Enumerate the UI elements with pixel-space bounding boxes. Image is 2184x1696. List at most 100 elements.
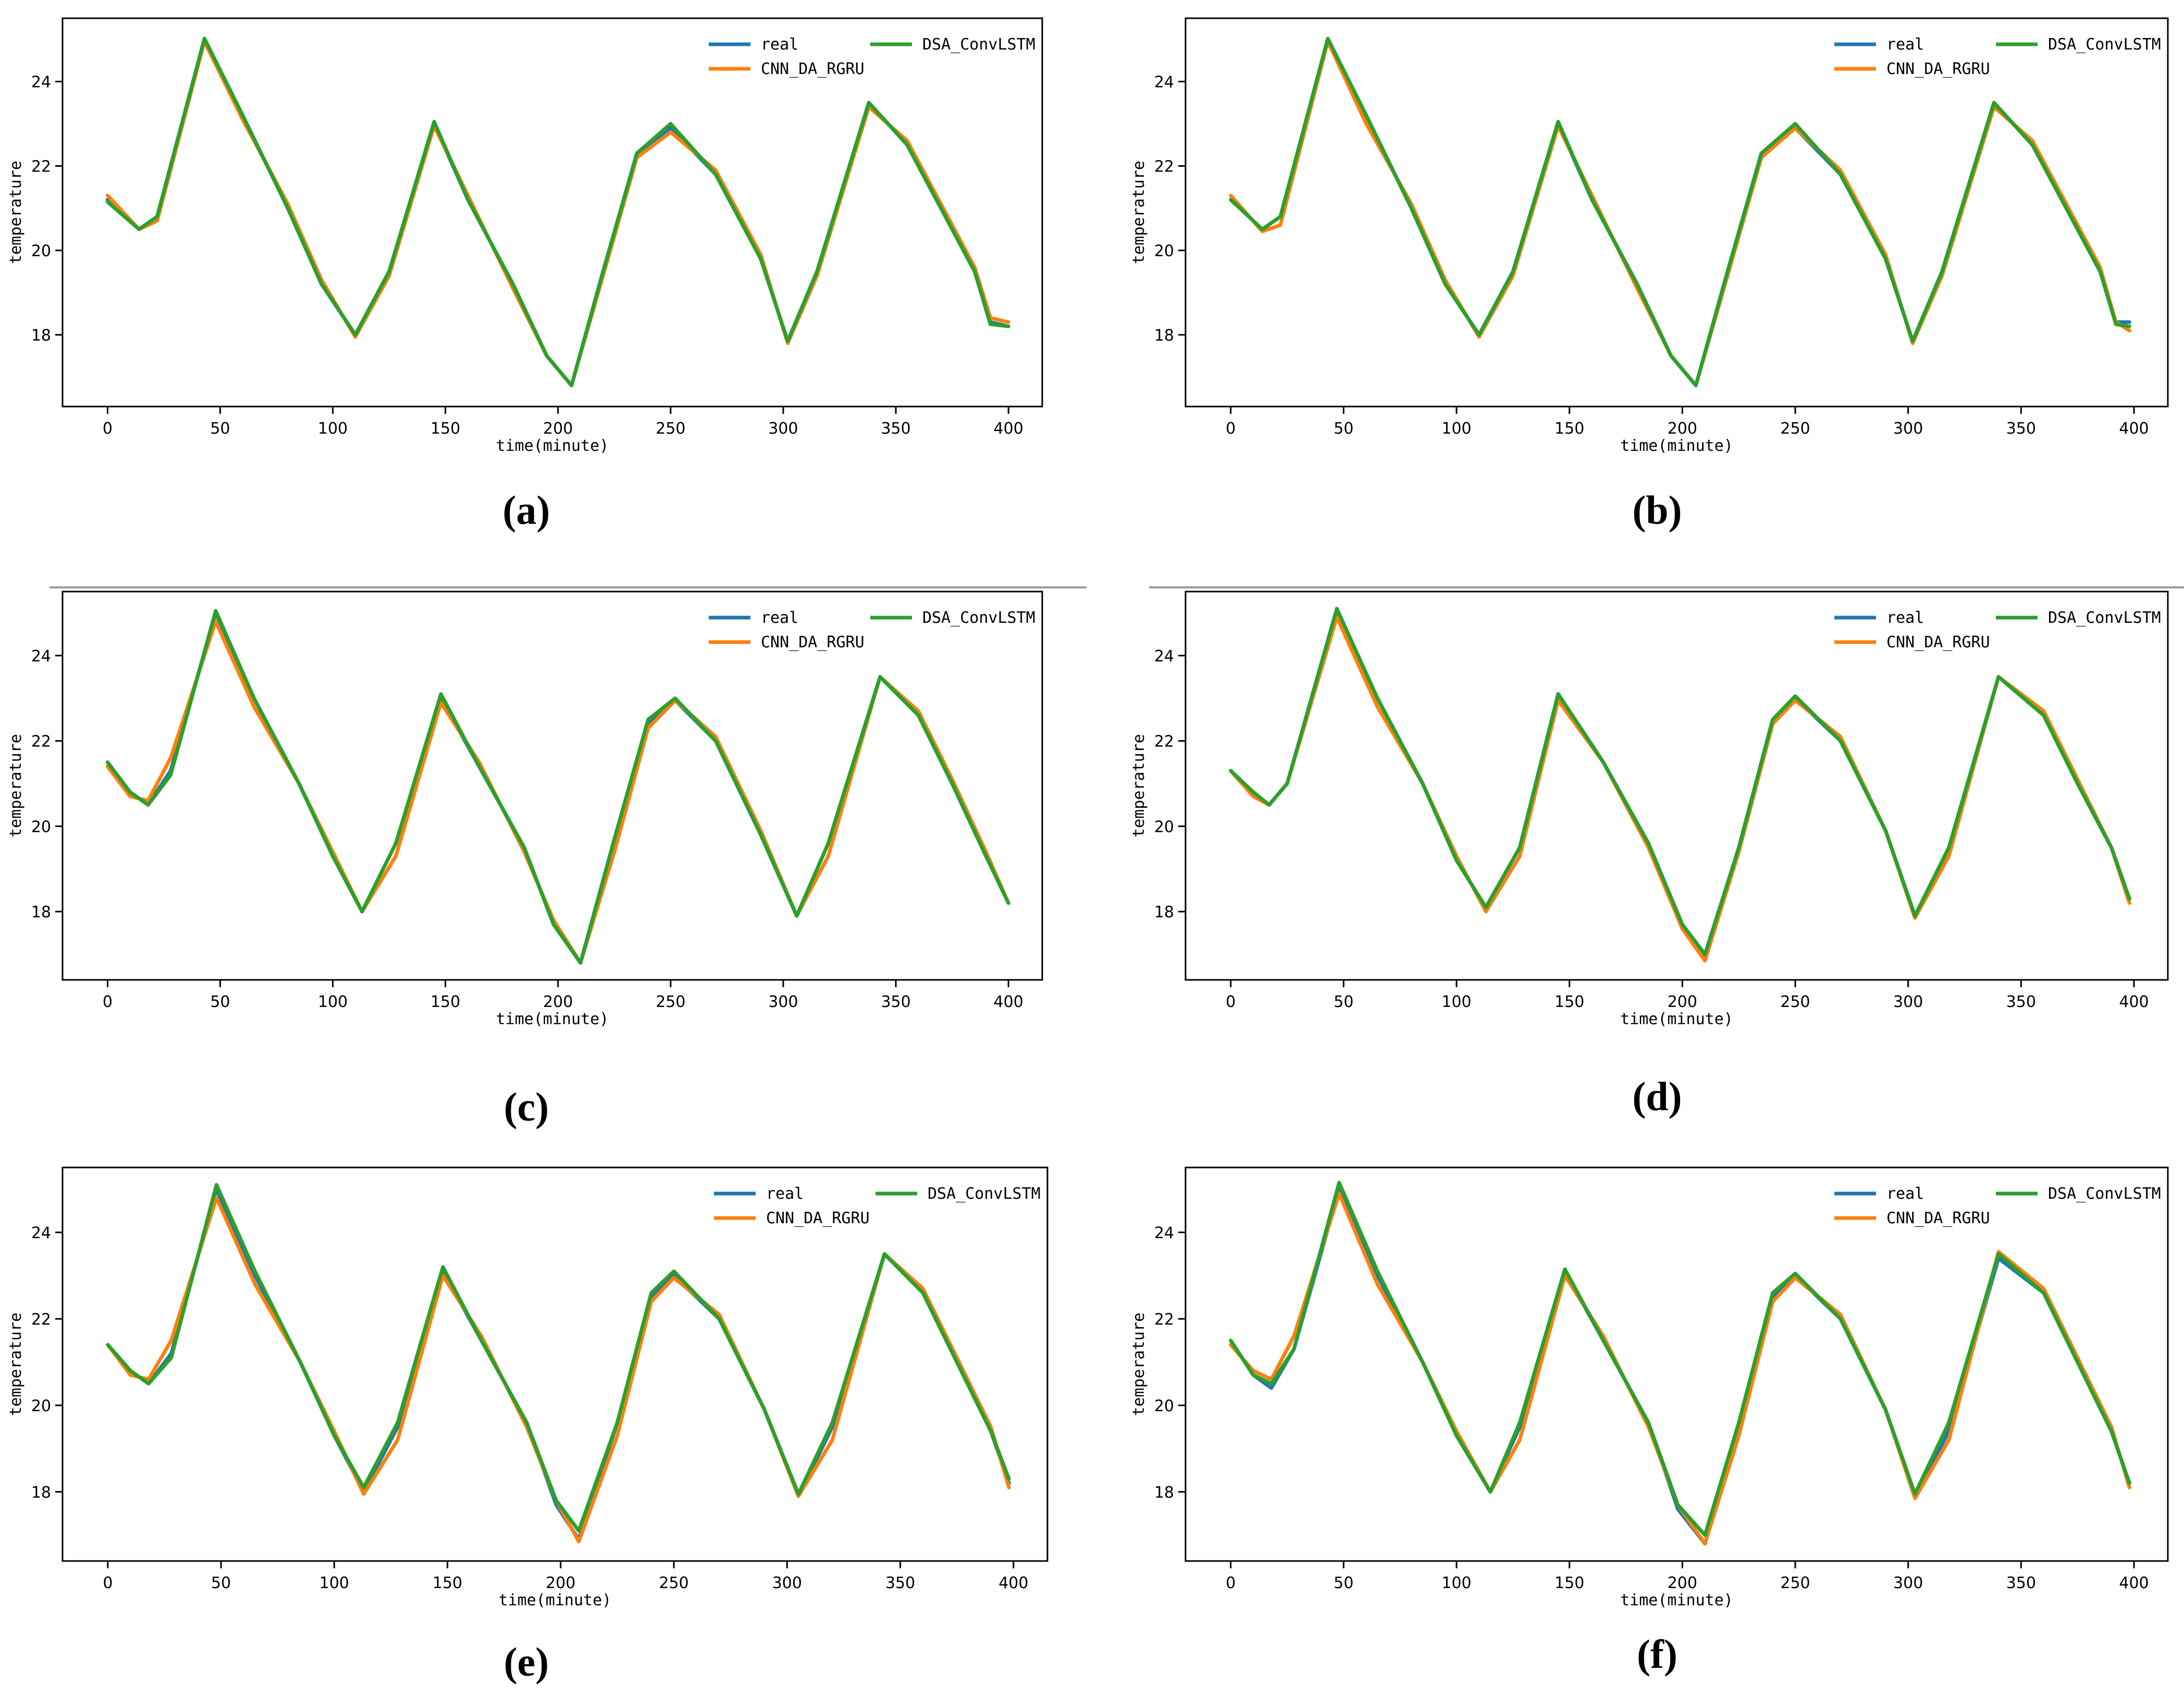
x-tick-label: 250 xyxy=(1780,993,1810,1011)
y-tick-label: 24 xyxy=(31,647,51,666)
legend-label: DSA_ConvLSTM xyxy=(2048,609,2161,627)
series-line xyxy=(1229,40,2131,387)
y-tick-label: 18 xyxy=(31,326,51,345)
y-tick-label: 20 xyxy=(31,818,51,836)
x-tick-label: 250 xyxy=(1780,1574,1810,1592)
x-tick-label: 350 xyxy=(2006,1574,2036,1592)
plot-frame xyxy=(61,17,1043,408)
x-tick-label: 50 xyxy=(1334,1574,1353,1592)
legend-label: real xyxy=(1886,1185,1924,1203)
y-tick-label: 18 xyxy=(1154,903,1174,921)
x-tick-label: 100 xyxy=(319,1574,349,1592)
panel-separator-right xyxy=(1149,586,2184,588)
x-tick-label: 300 xyxy=(768,993,798,1011)
series-line xyxy=(1229,607,2131,956)
x-tick-label: 400 xyxy=(998,1574,1028,1592)
legend-label: DSA_ConvLSTM xyxy=(922,609,1035,627)
legend: real CNN_DA_RGRU DSA_ConvLSTM xyxy=(1834,609,2161,652)
y-tick-label: 20 xyxy=(1154,818,1174,836)
y-tick-label: 20 xyxy=(1154,242,1174,260)
x-tick-label: 0 xyxy=(103,1574,113,1592)
y-axis-label: temperature xyxy=(7,161,25,264)
panel-caption: (a) xyxy=(503,487,550,533)
chart-panel: 0 50 100 150 200 250 300 350 400 18 20 22 24 time(min… xyxy=(1130,1166,2169,1677)
legend-label: CNN_DA_RGRU xyxy=(761,60,865,78)
x-tick-label: 350 xyxy=(885,1574,915,1592)
panel-separator-left xyxy=(50,586,1087,588)
y-axis-label: temperature xyxy=(1130,1312,1148,1416)
x-tick-label: 250 xyxy=(1780,420,1810,438)
x-tick-label: 150 xyxy=(1554,993,1584,1011)
legend: real CNN_DA_RGRU DSA_ConvLSTM xyxy=(714,1185,1041,1227)
y-tick-label: 20 xyxy=(1154,1397,1174,1415)
series-line xyxy=(1229,36,2131,387)
y-tick-label: 24 xyxy=(31,73,51,91)
y-tick-label: 22 xyxy=(1154,1310,1174,1329)
legend-label: real xyxy=(1886,35,1924,54)
y-tick-label: 22 xyxy=(31,733,51,751)
series-line xyxy=(105,36,1010,387)
panel-caption: (e) xyxy=(504,1639,549,1685)
x-tick-label: 250 xyxy=(659,1574,688,1592)
x-tick-label: 200 xyxy=(1668,1574,1697,1592)
plot-frame xyxy=(61,591,1043,981)
x-tick-label: 50 xyxy=(210,993,230,1011)
legend-label: real xyxy=(761,609,798,627)
x-axis-label: time(minute) xyxy=(496,437,609,455)
chart-panel: 0 50 100 150 200 250 300 350 400 18 20 22 24 time(min… xyxy=(7,17,1043,533)
y-tick-label: 24 xyxy=(1154,647,1174,666)
legend: real CNN_DA_RGRU DSA_ConvLSTM xyxy=(709,609,1035,652)
x-axis-label: time(minute) xyxy=(1620,1010,1733,1028)
y-tick-label: 22 xyxy=(1154,733,1174,751)
x-axis-label: time(minute) xyxy=(496,1010,609,1028)
x-tick-label: 400 xyxy=(2119,993,2149,1011)
panel-caption: (f) xyxy=(1637,1631,1677,1677)
y-tick-label: 20 xyxy=(31,242,51,260)
plot-frame xyxy=(1184,1166,2169,1562)
x-tick-label: 300 xyxy=(1893,993,1923,1011)
x-tick-label: 0 xyxy=(1226,420,1236,438)
y-axis-label: temperature xyxy=(1130,734,1148,838)
x-tick-label: 150 xyxy=(1554,1574,1584,1592)
x-tick-label: 200 xyxy=(546,1574,575,1592)
series-line xyxy=(106,1183,1011,1533)
legend-label: CNN_DA_RGRU xyxy=(761,633,865,652)
series-line xyxy=(105,611,1010,965)
series-line xyxy=(1229,609,2131,961)
x-axis-label: time(minute) xyxy=(1620,437,1733,455)
legend: real CNN_DA_RGRU DSA_ConvLSTM xyxy=(1834,1185,2161,1227)
x-tick-label: 100 xyxy=(1441,1574,1471,1592)
x-tick-label: 100 xyxy=(318,993,348,1011)
x-tick-label: 400 xyxy=(2119,420,2149,438)
panel-caption: (b) xyxy=(1632,487,1682,533)
plot-frame xyxy=(61,1166,1048,1562)
x-tick-label: 250 xyxy=(656,993,685,1011)
chart-panel: 0 50 100 150 200 250 300 350 400 18 20 22 24 time(min… xyxy=(1130,591,2169,1119)
x-tick-label: 50 xyxy=(210,420,230,438)
x-tick-label: 100 xyxy=(318,420,348,438)
series-line xyxy=(1229,1181,2131,1537)
series-line xyxy=(105,609,1010,965)
x-tick-label: 400 xyxy=(994,993,1023,1011)
x-tick-label: 150 xyxy=(430,420,460,438)
legend-label: CNN_DA_RGRU xyxy=(1886,60,1990,78)
x-tick-label: 0 xyxy=(1226,993,1236,1011)
y-tick-label: 18 xyxy=(1154,1483,1174,1502)
y-axis-label: temperature xyxy=(7,1312,25,1416)
panel-caption: (c) xyxy=(504,1084,549,1129)
plot-frame xyxy=(1184,17,2169,408)
y-tick-label: 18 xyxy=(1154,326,1174,345)
plot-frame xyxy=(1184,591,2169,981)
x-tick-label: 400 xyxy=(994,420,1023,438)
y-tick-label: 22 xyxy=(31,1310,51,1329)
legend-label: DSA_ConvLSTM xyxy=(922,35,1035,54)
x-tick-label: 200 xyxy=(1668,993,1697,1011)
x-tick-label: 200 xyxy=(543,420,573,438)
y-axis-label: temperature xyxy=(7,734,25,838)
x-tick-label: 300 xyxy=(1893,1574,1923,1592)
x-tick-label: 100 xyxy=(1441,993,1471,1011)
x-tick-label: 350 xyxy=(2006,993,2036,1011)
x-tick-label: 300 xyxy=(772,1574,802,1592)
chart-panel: 0 50 100 150 200 250 300 350 400 18 20 22 24 time(min… xyxy=(7,1166,1048,1685)
legend-label: CNN_DA_RGRU xyxy=(766,1209,870,1227)
